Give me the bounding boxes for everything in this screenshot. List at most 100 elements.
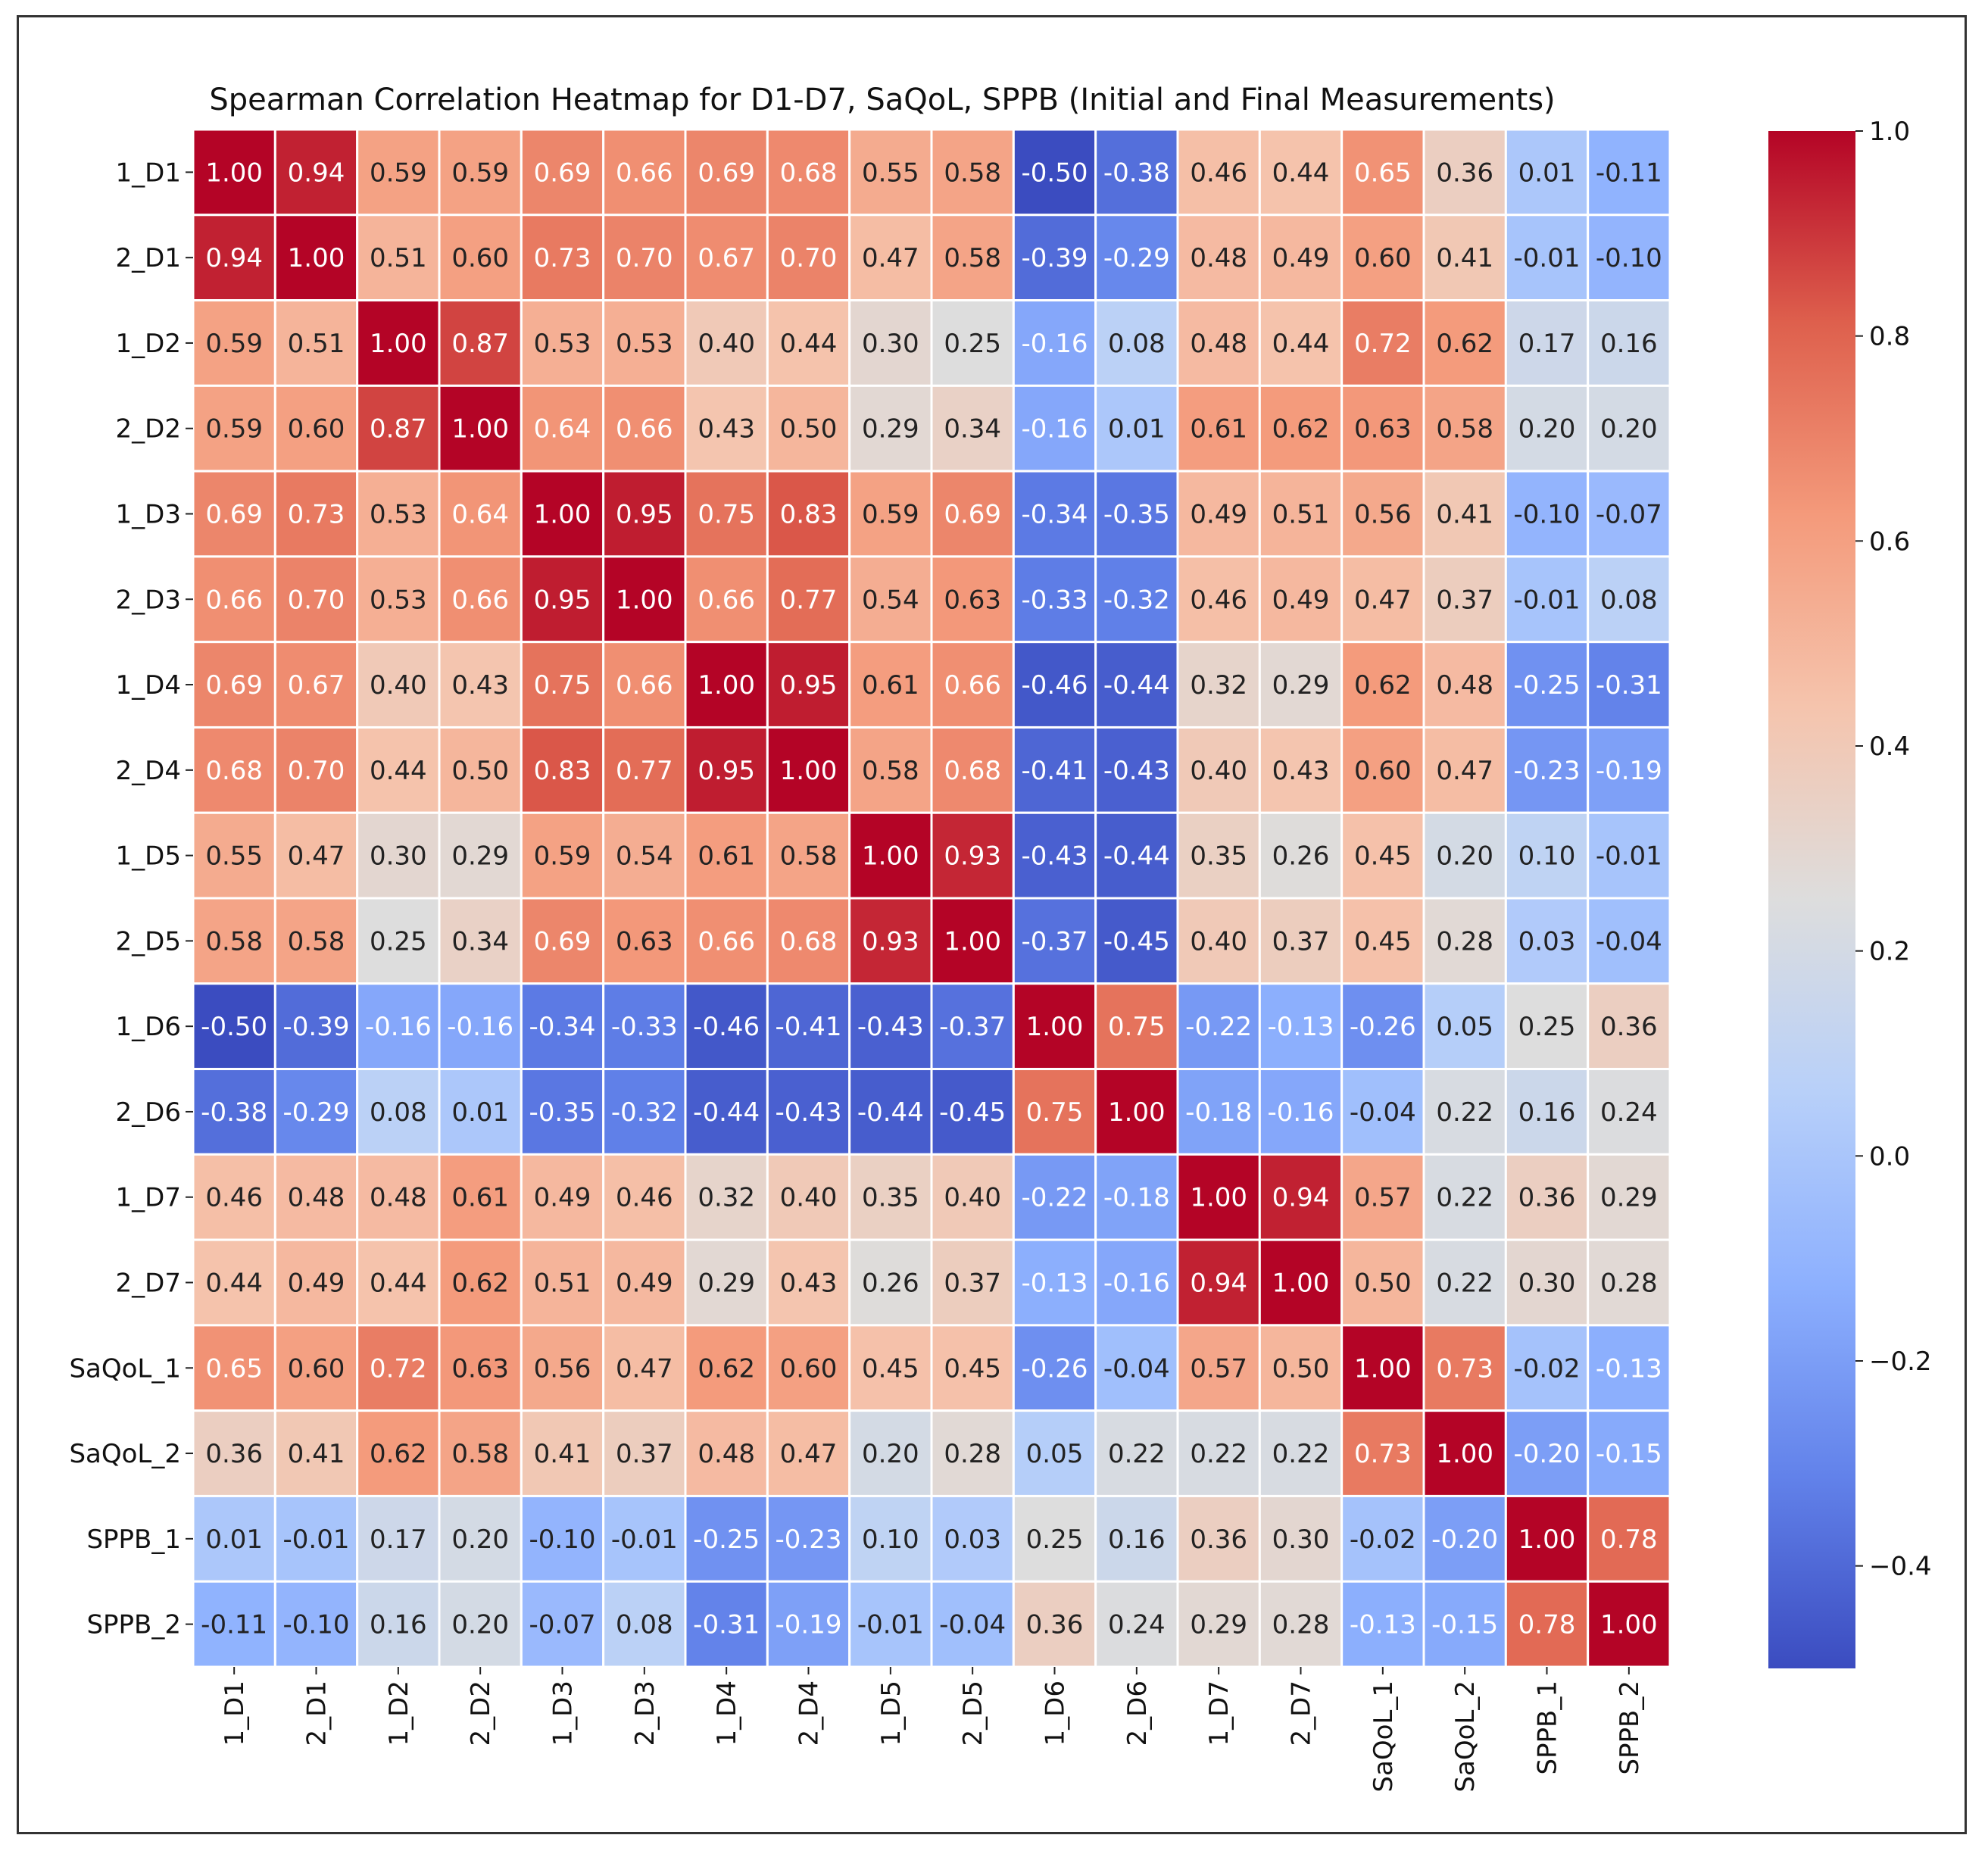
cell-value-label: 0.08 — [1600, 585, 1658, 615]
cell-value-label: 0.50 — [780, 414, 838, 445]
cell-value-label: 0.44 — [780, 329, 838, 359]
cell-value-label: 0.60 — [288, 414, 345, 445]
heatmap-cell — [848, 555, 933, 644]
figure-frame: Spearman Correlation Heatmap for D1-D7, … — [17, 15, 1967, 1834]
cell-value-label: 0.53 — [370, 500, 427, 530]
cell-value-label: -0.15 — [1596, 1439, 1662, 1469]
cell-value-label: 0.37 — [1272, 926, 1330, 957]
cell-value-label: 0.73 — [1354, 1439, 1412, 1469]
y-tick-label: 1_D1 — [116, 158, 181, 188]
cell-value-label: -0.44 — [1103, 670, 1170, 701]
heatmap-cell — [192, 726, 276, 814]
cell-value-label: 0.50 — [1354, 1269, 1412, 1299]
cell-value-label: 0.55 — [862, 158, 919, 188]
heatmap-cell — [1258, 384, 1344, 473]
heatmap-cell — [766, 1494, 851, 1583]
cell-value-label: -0.19 — [776, 1610, 842, 1640]
cell-value-label: 0.36 — [1026, 1610, 1084, 1640]
cell-value-label: -0.16 — [365, 1012, 432, 1042]
cell-value-label: 1.00 — [288, 243, 345, 273]
heatmap-cell — [930, 299, 1015, 387]
cell-value-label: 0.10 — [1518, 841, 1576, 872]
cell-value-label: -0.45 — [1103, 926, 1170, 957]
cell-value-label: -0.04 — [939, 1610, 1006, 1640]
heatmap-cell — [273, 1409, 359, 1497]
cell-value-label: 0.36 — [1518, 1183, 1576, 1213]
cell-value-label: -0.39 — [283, 1012, 350, 1042]
cell-value-label: 0.22 — [1190, 1439, 1247, 1469]
cell-value-label: -0.44 — [693, 1097, 760, 1128]
cell-value-label: 1.00 — [698, 670, 755, 701]
cell-value-label: 0.54 — [616, 841, 673, 872]
heatmap-cell — [1176, 1324, 1261, 1412]
cell-value-label: -0.18 — [1103, 1183, 1170, 1213]
cell-value-label: 0.75 — [1108, 1012, 1166, 1042]
x-axis-tick-labels: 1_D1 2_D1 1_D2 2_D2 1_D3 2_D3 1_D4 2_D4 1_D5 2_D5… — [220, 1667, 1645, 1793]
cell-value-label: 0.44 — [370, 1269, 427, 1299]
cell-value-label: 0.56 — [534, 1353, 591, 1384]
cell-value-label: 0.40 — [1190, 926, 1247, 957]
cell-value-label: 0.49 — [534, 1183, 591, 1213]
heatmap-cell — [273, 128, 359, 217]
cell-value-label: -0.43 — [776, 1097, 842, 1128]
cell-value-label: -0.10 — [1514, 500, 1581, 530]
cell-value-label: 0.66 — [451, 585, 509, 615]
cell-value-label: 0.49 — [616, 1269, 673, 1299]
cell-value-label: -0.11 — [201, 1610, 267, 1640]
x-tick-label: 2_D5 — [958, 1681, 988, 1746]
cell-value-label: 1.00 — [1600, 1610, 1658, 1640]
cell-value-label: -0.16 — [447, 1012, 513, 1042]
heatmap-cell — [1422, 470, 1507, 558]
y-tick-label: 1_D5 — [116, 841, 181, 872]
heatmap-cell — [602, 1153, 687, 1241]
cell-value-label: -0.18 — [1185, 1097, 1252, 1128]
heatmap-cell — [766, 1068, 851, 1156]
heatmap-cell — [1258, 1324, 1344, 1412]
heatmap-cell — [192, 214, 276, 302]
cell-value-label: 0.61 — [862, 670, 919, 701]
cell-value-label: 0.41 — [1436, 243, 1493, 273]
cell-value-label: 0.56 — [1354, 500, 1412, 530]
heatmap-cell — [273, 1580, 359, 1668]
heatmap-cell — [192, 555, 276, 644]
cell-value-label: 0.08 — [1108, 329, 1166, 359]
cell-value-label: 0.29 — [1600, 1183, 1658, 1213]
cell-value-label: -0.44 — [857, 1097, 924, 1128]
heatmap-cell — [1504, 1580, 1590, 1668]
cell-value-label: 0.30 — [1518, 1269, 1576, 1299]
heatmap-cell — [1422, 1153, 1507, 1241]
cell-value-label: 0.43 — [1272, 756, 1330, 786]
y-tick-label: 2_D3 — [116, 585, 181, 615]
cell-value-label: 0.58 — [451, 1439, 509, 1469]
cell-value-label: 0.25 — [944, 329, 1001, 359]
cell-value-label: 0.25 — [1518, 1012, 1576, 1042]
cell-value-label: -0.16 — [1103, 1269, 1170, 1299]
heatmap-cell — [356, 470, 441, 558]
y-tick-label: 2_D2 — [116, 414, 181, 445]
cell-value-label: 0.20 — [451, 1525, 509, 1555]
heatmap-cell — [848, 1153, 933, 1241]
cell-value-label: -0.07 — [529, 1610, 596, 1640]
cell-value-label: -0.10 — [283, 1610, 350, 1640]
heatmap-cell — [356, 811, 441, 900]
y-tick-label: 2_D1 — [116, 243, 181, 273]
cell-value-label: 0.59 — [534, 841, 591, 872]
cell-value-label: -0.33 — [1022, 585, 1088, 615]
heatmap-cell — [1504, 555, 1590, 644]
heatmap-cell — [1094, 1324, 1179, 1412]
y-tick-label: 2_D7 — [116, 1269, 181, 1299]
cell-value-label: 1.00 — [1272, 1269, 1330, 1299]
cell-value-label: -0.23 — [1514, 756, 1581, 786]
cell-value-label: 0.01 — [451, 1097, 509, 1128]
cell-value-label: 0.66 — [616, 414, 673, 445]
heatmap-cell — [1504, 1324, 1590, 1412]
cell-value-label: 0.60 — [288, 1353, 345, 1384]
heatmap-cell — [438, 214, 523, 302]
cell-value-label: 0.69 — [944, 500, 1001, 530]
heatmap-cell — [1504, 1494, 1590, 1583]
cell-value-label: 0.29 — [698, 1269, 755, 1299]
heatmap-cell — [930, 384, 1015, 473]
heatmap-cell — [930, 1153, 1015, 1241]
cell-value-label: 0.70 — [288, 756, 345, 786]
cell-value-label: 0.47 — [1354, 585, 1412, 615]
